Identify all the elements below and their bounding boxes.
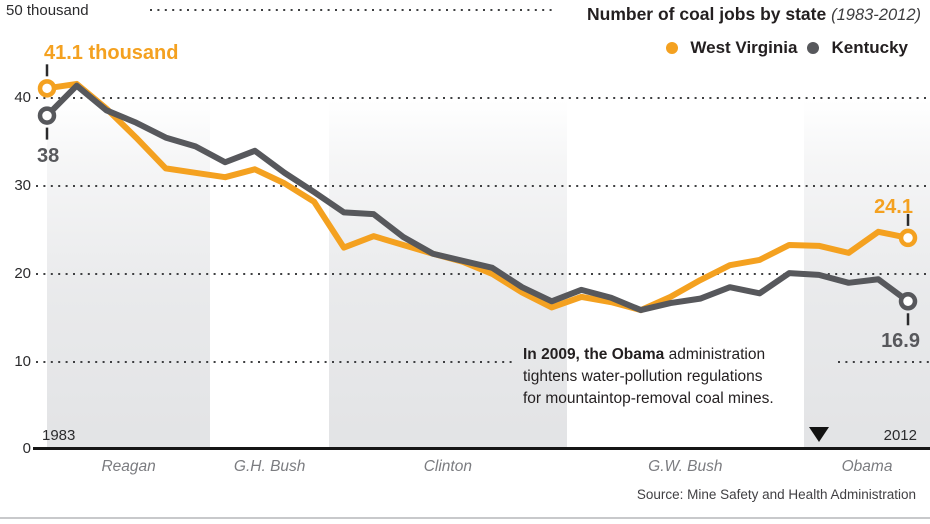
endpoint-marker-kentucky-start (37, 106, 57, 125)
ky-start-callout: 38 (37, 145, 60, 167)
series-line-kentucky (44, 82, 910, 314)
era-label-clinton: Clinton (423, 458, 472, 475)
annotation-marker-triangle-icon (808, 427, 829, 442)
era-label-g-w-bush: G.W. Bush (648, 458, 723, 475)
era-band-clinton (329, 100, 567, 448)
west-virginia-legend-dot (666, 42, 679, 54)
chart-title-main: Number of coal jobs by state (587, 4, 827, 24)
chart-title: Number of coal jobs by state (1983-2012) (587, 4, 921, 25)
obama-regulation-annotation: In 2009, the Obama administration tighte… (523, 344, 774, 410)
kentucky-legend-label: Kentucky (831, 38, 908, 57)
ky-end-callout: 16.9 (881, 330, 920, 352)
wv-start-callout: 41.1 thousand (44, 42, 179, 64)
era-label-obama: Obama (841, 458, 893, 475)
y-axis-label-10: 10 (14, 353, 31, 370)
y-axis-label-40: 40 (14, 89, 31, 106)
chart-title-range: (1983-2012) (831, 6, 921, 24)
annotation-line-1: In 2009, the Obama administration (523, 346, 766, 363)
source-credit: Source: Mine Safety and Health Administr… (636, 487, 916, 502)
era-label-g-h-bush: G.H. Bush (233, 458, 306, 475)
x-axis-start-year: 1983 (42, 427, 76, 444)
x-axis-end-year: 2012 (883, 427, 917, 444)
endpoint-marker-west-virginia-start (37, 79, 57, 98)
endpoint-marker-kentucky-end (898, 292, 918, 311)
annotation-line-3: for mountaintop-removal coal mines. (523, 390, 774, 407)
y-axis-label-20: 20 (14, 265, 31, 282)
y-axis-label-30: 30 (14, 177, 31, 194)
annotation-line-2: tightens water-pollution regulations (523, 368, 763, 385)
y-axis-label-50: 50 thousand (6, 2, 89, 19)
endpoint-marker-west-virginia-end (898, 228, 918, 248)
bottom-rule (0, 517, 930, 519)
era-label-reagan: Reagan (101, 458, 156, 475)
wv-end-callout: 24.1 (874, 196, 913, 218)
series-line-west-virginia (46, 80, 909, 314)
legend: West Virginia Kentucky (666, 38, 908, 58)
y-axis-label-0: 0 (22, 440, 31, 457)
west-virginia-legend-label: West Virginia (690, 38, 798, 57)
kentucky-legend-dot (807, 42, 820, 54)
